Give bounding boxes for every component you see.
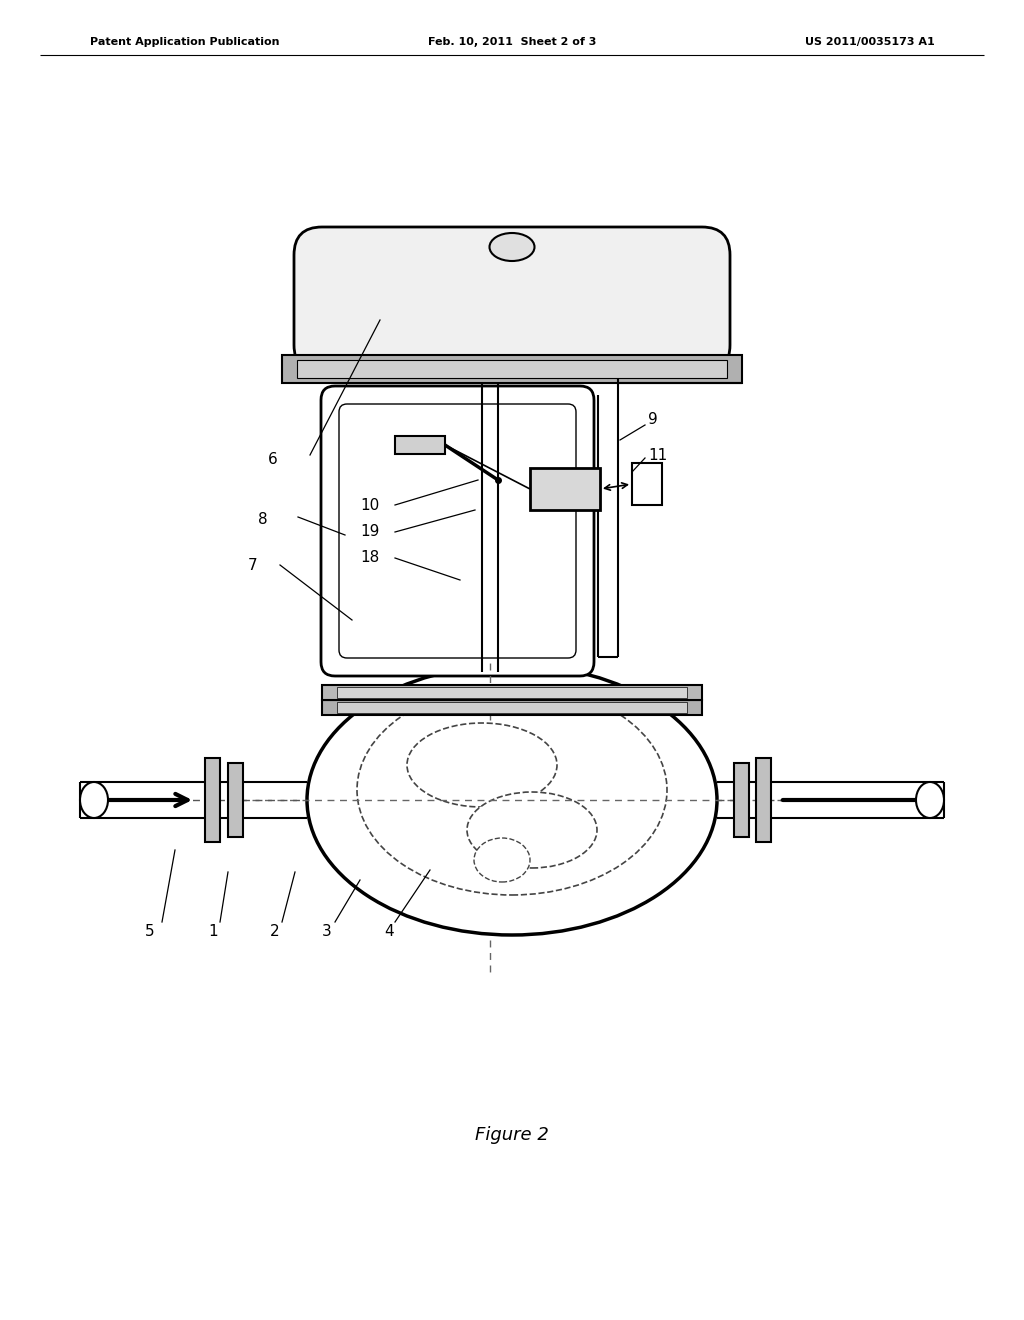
Text: 3: 3	[322, 924, 332, 940]
FancyBboxPatch shape	[321, 385, 594, 676]
Ellipse shape	[307, 665, 717, 935]
Text: 5: 5	[145, 924, 155, 940]
Text: 7: 7	[248, 557, 258, 573]
Text: Feb. 10, 2011  Sheet 2 of 3: Feb. 10, 2011 Sheet 2 of 3	[428, 37, 596, 48]
Text: 4: 4	[384, 924, 393, 940]
Ellipse shape	[407, 723, 557, 807]
Text: 2: 2	[270, 924, 280, 940]
Text: 10: 10	[360, 498, 379, 512]
Text: 8: 8	[258, 512, 267, 528]
Text: 1: 1	[208, 924, 218, 940]
Text: Figure 2: Figure 2	[475, 1126, 549, 1144]
Text: 9: 9	[648, 412, 657, 428]
Bar	[337, 702, 687, 713]
Ellipse shape	[489, 234, 535, 261]
Bar	[282, 355, 742, 383]
Ellipse shape	[916, 781, 944, 818]
Ellipse shape	[474, 838, 530, 882]
Bar	[734, 763, 749, 837]
Bar	[530, 469, 600, 510]
Ellipse shape	[467, 792, 597, 869]
Bar	[322, 685, 702, 700]
Bar	[756, 758, 771, 842]
Bar	[297, 360, 727, 378]
Text: Patent Application Publication: Patent Application Publication	[90, 37, 280, 48]
Ellipse shape	[80, 781, 108, 818]
Text: 6: 6	[268, 453, 278, 467]
Bar	[228, 763, 243, 837]
Bar	[395, 436, 445, 454]
Text: 19: 19	[360, 524, 379, 540]
FancyBboxPatch shape	[294, 227, 730, 374]
Bar	[322, 700, 702, 715]
Bar	[632, 463, 662, 506]
Text: 18: 18	[360, 550, 379, 565]
Bar	[205, 758, 220, 842]
Ellipse shape	[357, 685, 667, 895]
FancyBboxPatch shape	[339, 404, 575, 657]
Text: 11: 11	[648, 447, 668, 462]
Text: US 2011/0035173 A1: US 2011/0035173 A1	[805, 37, 935, 48]
Bar	[337, 686, 687, 698]
